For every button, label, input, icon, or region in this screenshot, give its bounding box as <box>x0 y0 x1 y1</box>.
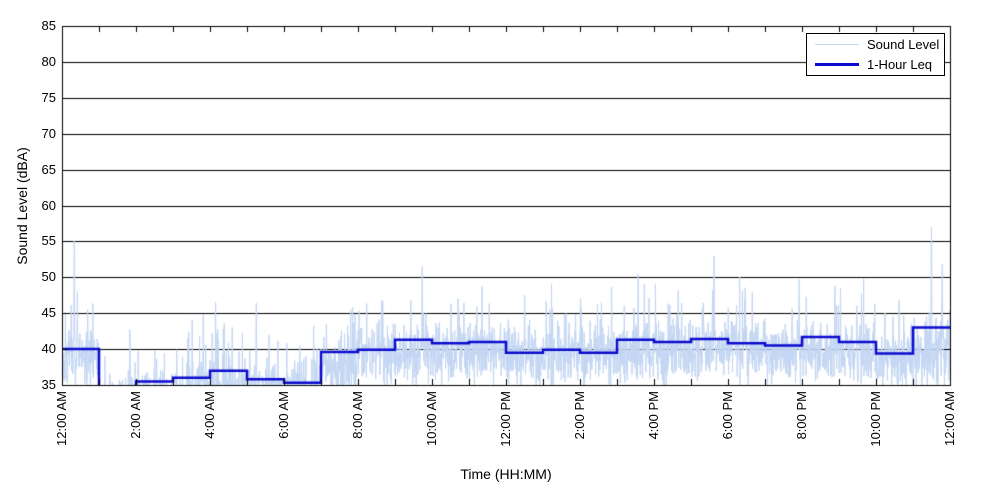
y-axis-title: Sound Level (dBA) <box>14 147 30 265</box>
legend-label: 1-Hour Leq <box>867 57 933 73</box>
x-tick-label: 12:00 AM <box>942 391 957 446</box>
y-tick-label: 85 <box>41 18 56 33</box>
x-tick-label: 8:00 PM <box>794 391 809 440</box>
leq-line-swatch <box>815 63 859 67</box>
y-tick-label: 45 <box>41 305 56 321</box>
x-tick-label: 6:00 PM <box>720 391 735 440</box>
x-tick-label: 12:00 PM <box>498 391 513 447</box>
legend-label: Sound Level <box>867 36 940 52</box>
x-tick-label: 4:00 PM <box>646 391 661 440</box>
y-tick-label: 70 <box>41 125 56 141</box>
x-tick-label: 2:00 PM <box>572 391 587 440</box>
x-tick-label: 6:00 AM <box>276 391 291 439</box>
y-tick-label: 40 <box>41 341 56 357</box>
x-tick-label: 2:00 AM <box>128 391 143 439</box>
x-tick-label: 10:00 PM <box>868 391 883 447</box>
legend-item-1-hour-leq: 1-Hour Leq <box>807 55 944 76</box>
x-tick-label: 8:00 AM <box>350 391 365 439</box>
sound-level-line-swatch <box>815 43 859 45</box>
x-tick-label: 10:00 AM <box>424 391 439 446</box>
y-tick-label: 75 <box>41 89 56 105</box>
y-tick-label: 65 <box>41 161 56 177</box>
x-axis-title: Time (HH:MM) <box>460 466 552 482</box>
legend-item-sound-level: Sound Level <box>807 34 944 55</box>
y-tick-label: 80 <box>41 53 56 69</box>
x-tick-label: 4:00 AM <box>202 391 217 439</box>
y-tick-label: 35 <box>41 377 56 392</box>
y-tick-label: 60 <box>41 197 56 213</box>
y-tick-label: 50 <box>41 269 56 285</box>
y-tick-label: 55 <box>41 233 56 249</box>
x-tick-label: 12:00 AM <box>54 391 69 446</box>
legend: Sound Level 1-Hour Leq <box>806 33 945 76</box>
